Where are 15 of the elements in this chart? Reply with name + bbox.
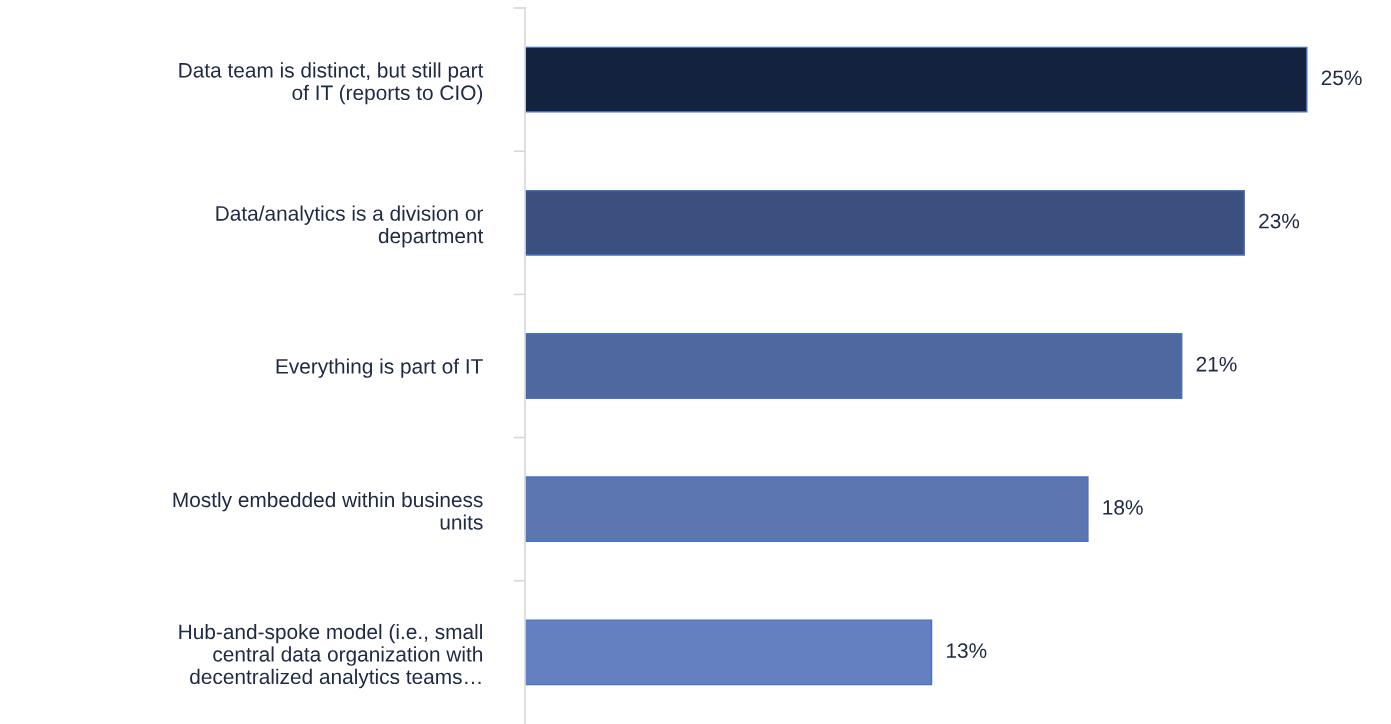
y-tick-label: Data/analytics is a division or department (216, 205, 484, 248)
bar (525, 333, 1183, 399)
bar (525, 46, 1308, 113)
data-label: 18% (1103, 500, 1143, 515)
data-label: 23% (1259, 213, 1300, 229)
bar (525, 476, 1089, 543)
y-tick-label: Mostly embedded within business units (173, 491, 483, 530)
y-tick-label: Data team is distinct, but still part of IT (reports to CIO) (179, 62, 484, 105)
data-label: 21% (1196, 356, 1237, 372)
data-label: 13% (947, 643, 987, 658)
bar (525, 619, 933, 686)
data-label: 25% (1321, 70, 1362, 86)
bar (525, 189, 1245, 256)
y-tick-label: Everything is part of IT (276, 358, 483, 378)
y-tick-label: Hub-and-spoke model (i.e., small central data organization with decentralized analytics teams… (179, 623, 482, 689)
